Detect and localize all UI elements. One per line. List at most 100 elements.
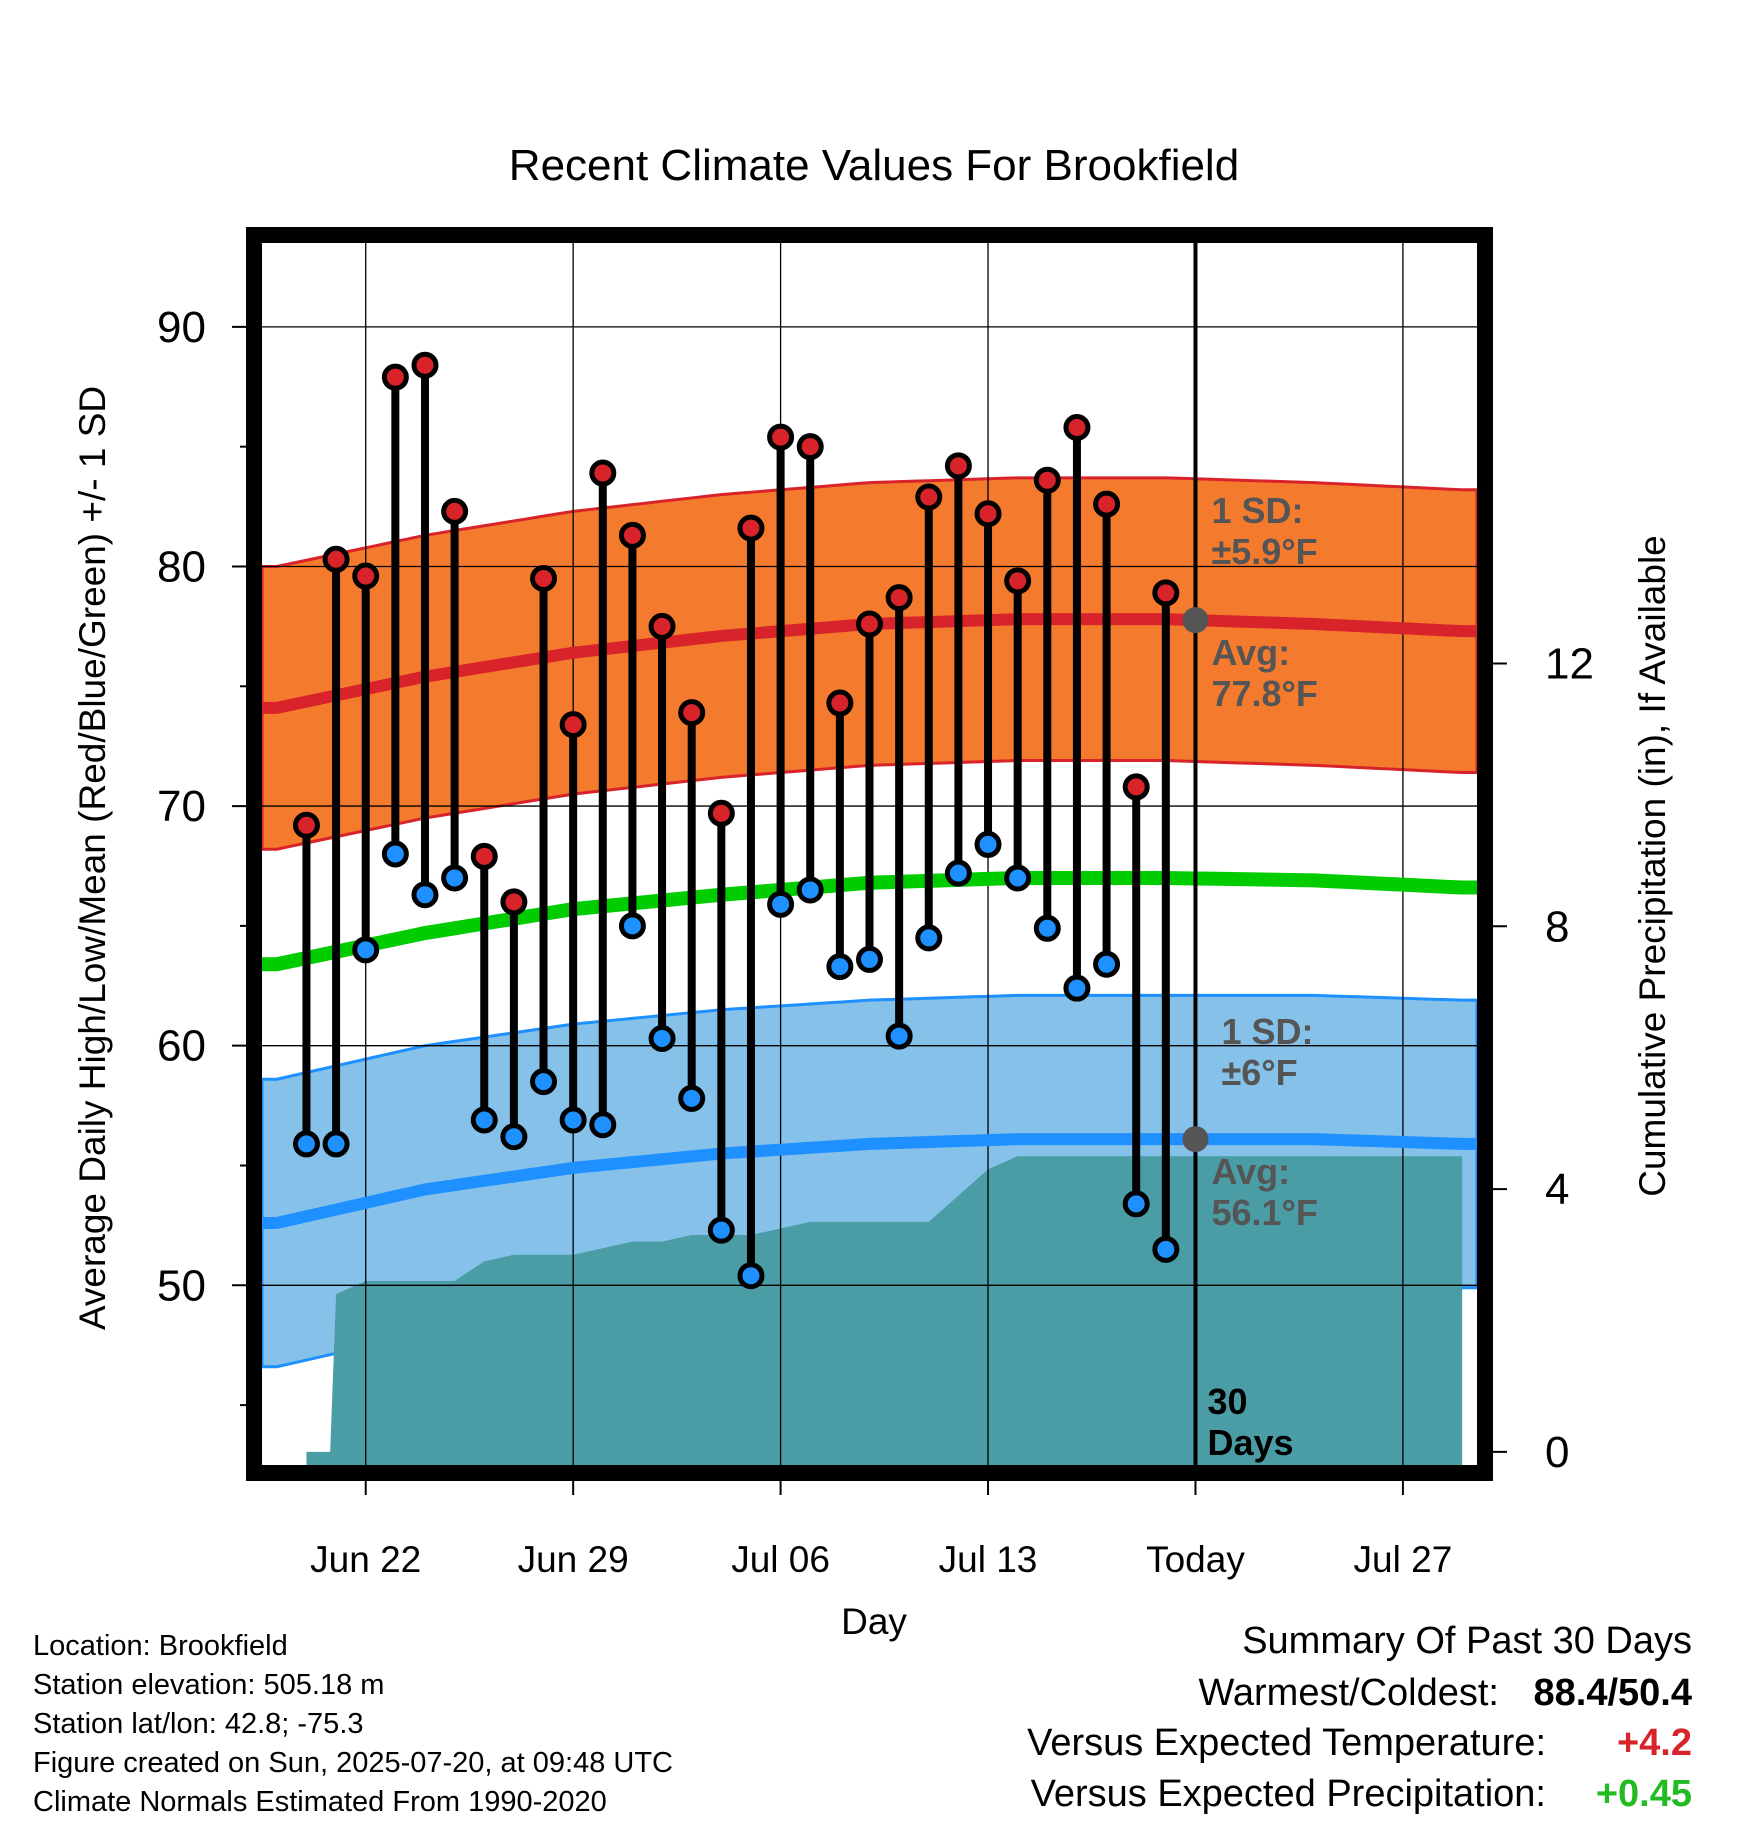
summary-warmest-row: Warmest/Coldest: 88.4/50.4 xyxy=(1198,1672,1692,1715)
summary-warmest-value: 88.4/50.4 xyxy=(1533,1672,1692,1714)
daily-high-point xyxy=(322,545,350,573)
daily-low-point xyxy=(292,1130,320,1158)
low-avg-label: Avg: xyxy=(1211,1151,1290,1192)
y-tick-label: 50 xyxy=(157,1261,206,1310)
y-tick-label: 60 xyxy=(157,1022,206,1071)
daily-low-point xyxy=(470,1106,498,1134)
plot-frame xyxy=(246,227,1493,1481)
daily-high-point xyxy=(1122,773,1150,801)
daily-low-point xyxy=(648,1024,676,1052)
y2-tick-label: 0 xyxy=(1545,1428,1569,1477)
daily-high-point xyxy=(1033,466,1061,494)
daily-low-point xyxy=(411,881,439,909)
axes: 50 60 70 80 90 0 4 8 12 Jun 22 Jun 29 Jul 06 Jul 13 T… xyxy=(157,227,1594,1580)
x-tick-label: Jul 27 xyxy=(1354,1539,1453,1580)
daily-low-point xyxy=(1122,1190,1150,1218)
x-tick-label: Today xyxy=(1146,1539,1245,1580)
chart-title: Recent Climate Values For Brookfield xyxy=(509,141,1239,190)
daily-low-point xyxy=(322,1130,350,1158)
daily-high-point xyxy=(856,610,883,638)
daily-high-point xyxy=(441,497,469,525)
daily-low-point xyxy=(559,1106,587,1134)
low-sd-value: ±6°F xyxy=(1221,1052,1297,1093)
normal-low-line xyxy=(262,1133,1477,1229)
low-sd-label: 1 SD: xyxy=(1221,1011,1313,1052)
daily-high-point xyxy=(411,351,439,379)
daily-high-point xyxy=(737,514,765,542)
daily-low-point xyxy=(530,1068,558,1096)
daily-low-point xyxy=(589,1111,617,1139)
y-axis-label: Average Daily High/Low/Mean (Red/Blue/Gr… xyxy=(72,386,113,1330)
x-tick-label: Jul 13 xyxy=(939,1539,1038,1580)
daily-high-point xyxy=(826,689,854,717)
x-tick-label: Jun 29 xyxy=(518,1539,629,1580)
summary-precip-row: Versus Expected Precipitation: +0.45 xyxy=(1031,1773,1692,1816)
summary-temp-value: +4.2 xyxy=(1616,1722,1692,1764)
daily-low-point xyxy=(352,936,380,964)
y2-tick-label: 4 xyxy=(1545,1165,1569,1214)
y2-axis-label: Cumulative Precipitation (in), If Availa… xyxy=(1632,535,1673,1197)
daily-low-point xyxy=(796,876,824,904)
daily-high-point xyxy=(974,500,1002,528)
summary-precip-label: Versus Expected Precipitation: xyxy=(1030,1773,1546,1815)
daily-high-point xyxy=(470,842,498,870)
daily-low-point xyxy=(856,945,883,973)
footer-created: Figure created on Sun, 2025-07-20, at 09… xyxy=(33,1747,673,1779)
daily-high-point xyxy=(707,799,735,827)
daily-high-point xyxy=(381,363,409,391)
daily-low-point xyxy=(1093,950,1121,978)
summary-temp-row: Versus Expected Temperature: +4.2 xyxy=(1027,1722,1692,1765)
daily-low-point xyxy=(1063,974,1091,1002)
footer-location: Location: Brookfield xyxy=(33,1630,288,1662)
daily-low-point xyxy=(441,864,469,892)
today-high-avg-dot xyxy=(1182,607,1209,634)
summary-temp-label: Versus Expected Temperature: xyxy=(1027,1722,1546,1764)
daily-high-point xyxy=(648,612,676,640)
low-avg-value: 56.1°F xyxy=(1211,1192,1317,1233)
window-label-number: 30 xyxy=(1207,1381,1247,1422)
daily-high-point xyxy=(944,452,972,480)
daily-low-point xyxy=(1004,864,1032,892)
summary-precip-value: +0.45 xyxy=(1595,1773,1692,1815)
daily-low-point xyxy=(944,859,972,887)
daily-high-point xyxy=(1004,567,1032,595)
today-low-avg-dot xyxy=(1182,1126,1209,1153)
summary-warmest-label: Warmest/Coldest: xyxy=(1198,1672,1499,1714)
high-avg-value: 77.8°F xyxy=(1211,673,1317,714)
high-sd-value: ±5.9°F xyxy=(1211,531,1317,572)
daily-low-point xyxy=(826,953,854,981)
daily-low-point xyxy=(381,840,409,868)
daily-low-point xyxy=(915,924,943,952)
daily-low-point xyxy=(974,830,1002,858)
y-tick-label: 90 xyxy=(157,303,206,352)
daily-low-point xyxy=(767,890,795,918)
footer-latlon: Station lat/lon: 42.8; -75.3 xyxy=(33,1708,364,1740)
daily-high-point xyxy=(915,483,943,511)
x-tick-label: Jun 22 xyxy=(310,1539,421,1580)
daily-high-point xyxy=(678,699,706,727)
daily-low-point xyxy=(618,912,646,940)
footer-elevation: Station elevation: 505.18 m xyxy=(33,1669,385,1701)
x-tick-label: Jul 06 xyxy=(731,1539,830,1580)
precip-area xyxy=(306,1156,1463,1465)
window-label-unit: Days xyxy=(1207,1422,1293,1463)
high-avg-label: Avg: xyxy=(1211,632,1290,673)
footer-normals: Climate Normals Estimated From 1990-2020 xyxy=(33,1786,607,1818)
y-tick-label: 80 xyxy=(157,542,206,591)
daily-low-point xyxy=(1033,914,1061,942)
daily-high-point xyxy=(885,584,913,612)
daily-high-point xyxy=(767,423,795,451)
y-tick-label: 70 xyxy=(157,782,206,831)
daily-high-point xyxy=(1093,490,1121,518)
daily-high-point xyxy=(796,433,824,461)
daily-high-point xyxy=(559,711,587,739)
daily-high-point xyxy=(530,564,558,592)
daily-low-point xyxy=(737,1262,765,1290)
daily-high-point xyxy=(292,811,320,839)
daily-low-point xyxy=(500,1123,528,1151)
daily-low-point xyxy=(678,1084,706,1112)
daily-low-point xyxy=(885,1022,913,1050)
daily-high-point xyxy=(500,888,528,916)
